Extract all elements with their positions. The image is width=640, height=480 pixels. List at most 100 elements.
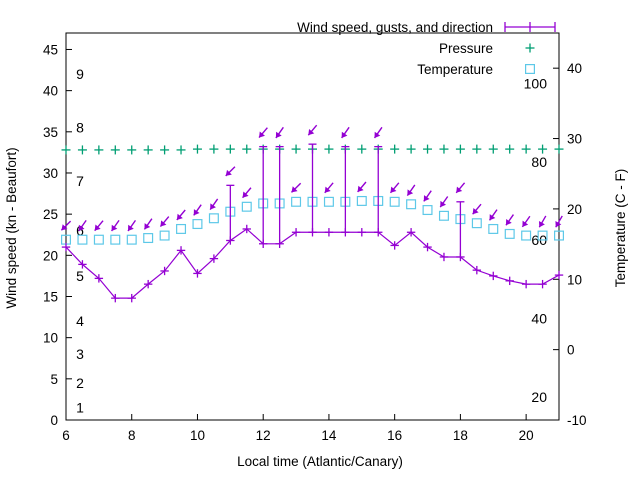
x-tick-label: 16 [387,428,402,443]
pressure-point [554,144,564,154]
legend-entry: Wind speed, gusts, and direction [297,20,556,35]
pressure-point [521,144,531,154]
wind-speed-point [242,224,251,234]
legend-entry: Pressure [439,41,535,56]
temperature-point [208,213,219,224]
y2-tick-label: 0 [567,343,575,358]
wind-direction-arrow [242,187,252,199]
wind-direction-arrow [488,209,498,221]
pressure-point [242,144,252,154]
pressure-point [225,144,235,154]
y-tick-label: 20 [43,248,58,263]
fahrenheit-label: 40 [531,311,547,327]
temperature-point [438,210,449,221]
wind-direction-arrow [225,166,236,177]
gust-errorbar [374,145,383,233]
wind-direction-arrow [258,127,268,139]
temperature-point [406,199,417,210]
wind-direction-arrow [127,219,137,232]
y2-tick-label: 20 [567,202,582,217]
y2-axis-title: Temperature (C - F) [613,169,628,288]
wind-direction-arrow [143,218,153,230]
wind-speed-point [406,228,416,237]
wind-direction-arrow [290,182,302,193]
pressure-point [488,144,498,154]
beaufort-label: 2 [76,375,84,391]
y-tick-label: 5 [50,372,58,387]
wind-speed-point [160,266,169,276]
temperature-point [291,196,302,207]
x-tick-label: 6 [62,428,70,443]
y-axis-ticks: 0 5 10 15 20 25 30 35 40 45 [43,42,72,428]
x-tick-label: 20 [519,428,534,443]
y-tick-label: 15 [43,289,58,304]
wind-direction-arrow [373,126,383,139]
x-tick-label: 14 [321,428,337,443]
chart-legend: Wind speed, gusts, and direction Pressure… [297,20,556,77]
wind-direction-arrow [439,196,449,208]
legend-entry: Temperature [417,62,535,77]
wind-direction-arrow [110,219,120,232]
temperature-point [323,196,334,207]
wind-speed-point [94,274,104,283]
wind-speed-point [505,276,514,286]
y2-axis-ticks: -10 0 10 20 30 40 [553,61,587,428]
x-tick-label: 8 [128,428,136,443]
wind-direction-arrow [538,215,547,228]
beaufort-label: 9 [76,66,84,82]
gust-errorbar [226,184,235,241]
beaufort-scale-labels: 1 2 3 4 5 6 7 8 9 [76,66,84,415]
pressure-point [143,145,153,155]
y-tick-label: 10 [43,331,58,346]
temperature-point [521,230,532,241]
series-temperature [60,195,564,245]
pressure-point [61,145,71,155]
gust-errorbar [308,143,317,233]
pressure-point [472,144,482,154]
temperature-point [159,230,170,241]
y-tick-label: 35 [43,125,58,140]
pressure-point [77,145,87,155]
wind-direction-arrow [209,198,219,210]
wind-direction-arrow [472,203,482,215]
wind-direction-arrow [159,216,170,227]
wind-direction-arrow [193,204,202,216]
y-tick-label: 30 [43,166,58,181]
temperature-point [176,223,187,234]
wind-direction-arrow [275,126,284,139]
wind-direction-arrow [341,126,350,139]
wind-speed-point [193,269,202,278]
wind-direction-arrow [455,182,466,194]
pressure-point [192,144,202,154]
wind-direction-arrow [94,220,104,232]
wind-speed-point [423,242,432,252]
fahrenheit-label: 100 [524,76,548,92]
y2-tick-label: -10 [567,413,587,428]
wind-direction-arrow [307,124,318,136]
wind-speed-point [176,246,186,255]
wind-speed-point [226,236,235,245]
y-tick-label: 0 [50,413,58,428]
beaufort-label: 4 [76,313,84,329]
temperature-point [192,219,203,230]
wind-direction-arrow [78,219,87,232]
pressure-point [406,144,416,154]
pressure-point [390,144,400,154]
y2-tick-label: 10 [567,272,582,287]
x-tick-label: 12 [256,428,271,443]
wind-speed-point [291,228,301,237]
temperature-point [504,228,515,239]
wind-speed-point [374,228,383,237]
wind-speed-point [357,228,366,237]
gust-errorbar [259,145,268,244]
wind-speed-line [65,228,560,299]
temperature-point [126,234,137,245]
pressure-point [127,145,137,155]
pressure-point [505,144,515,154]
x-axis-title: Local time (Atlantic/Canary) [237,454,403,469]
temperature-point [488,223,499,234]
wind-direction-arrow [521,215,531,228]
wind-speed-point [521,279,531,289]
pressure-point [94,145,104,155]
